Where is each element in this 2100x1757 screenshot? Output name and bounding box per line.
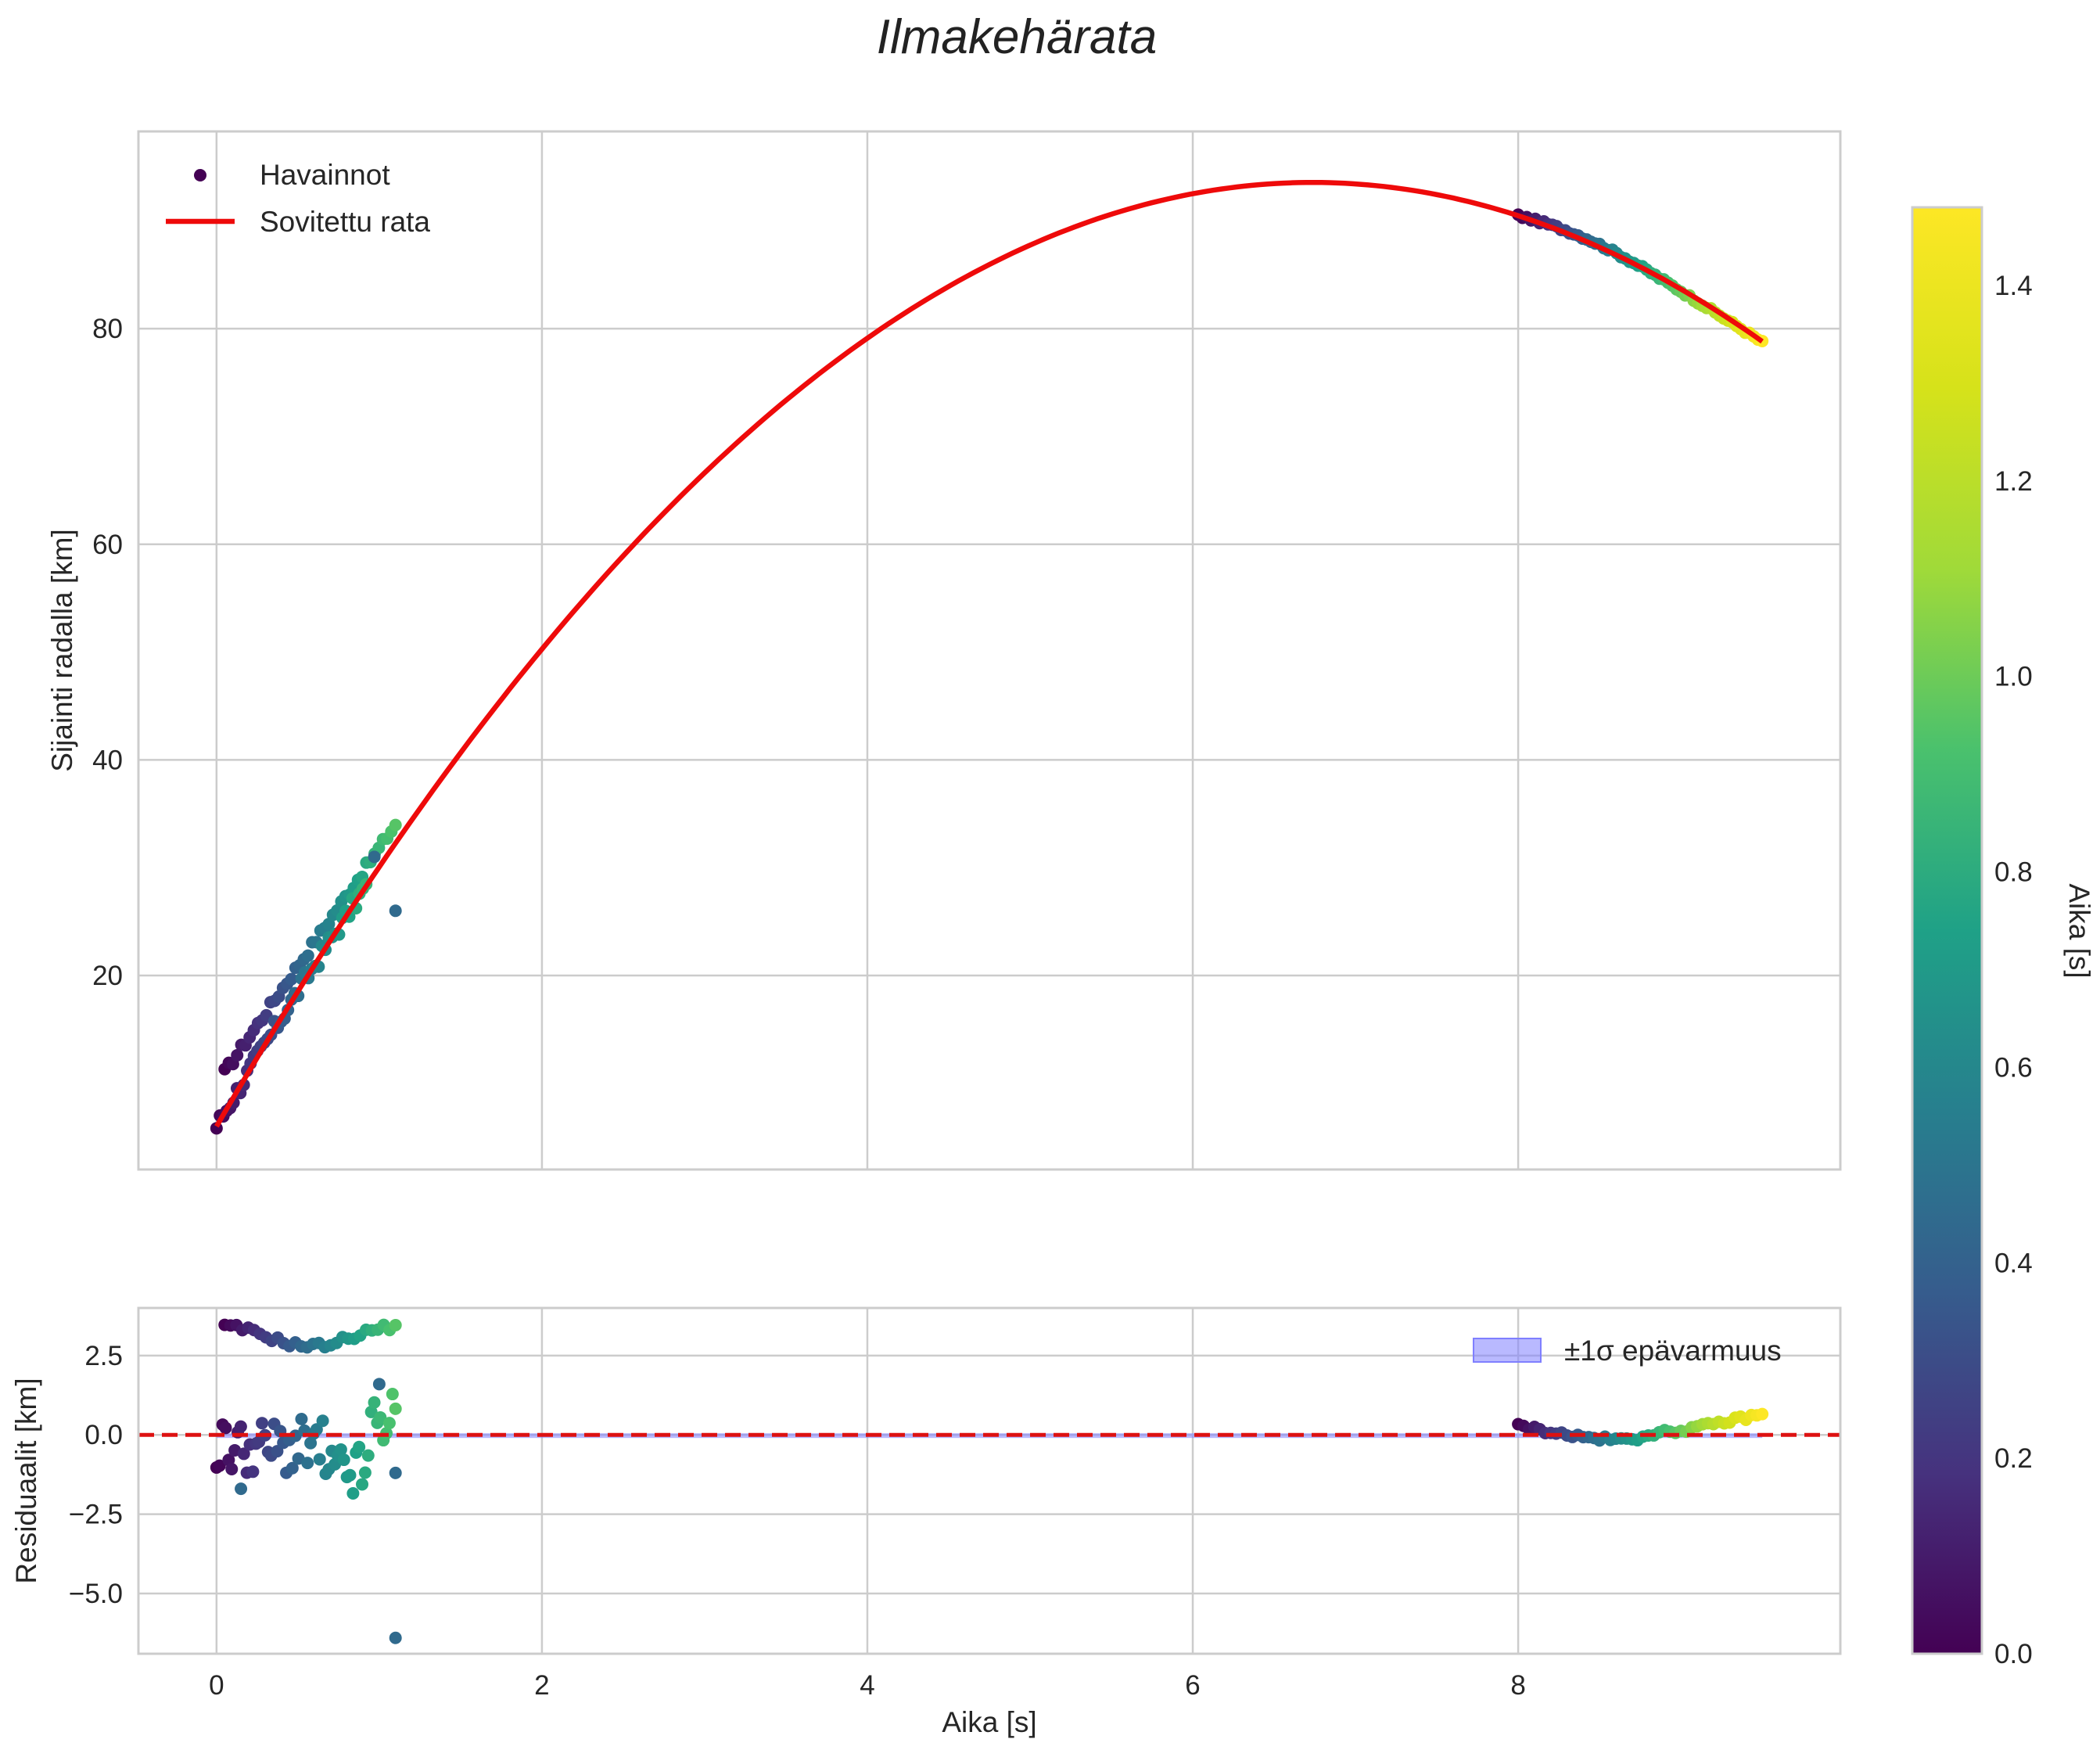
main-observation-points [210,208,1769,1135]
main-y-tick-label: 40 [92,745,123,775]
residual-y-tick-label: 0.0 [84,1420,123,1450]
colorbar-tick-label: 0.6 [1994,1052,2033,1083]
residual-point [389,1402,402,1415]
residual-x-tick-label: 8 [1510,1670,1525,1701]
residual-y-tick-label: 2.5 [84,1341,123,1371]
residual-x-tick-label: 4 [860,1670,874,1701]
residual-y-tick-label: −2.5 [69,1500,123,1530]
colorbar-label: Aika [s] [2063,883,2095,978]
main-y-tick-label: 80 [92,314,123,344]
legend-label-observations: Havainnot [260,159,390,191]
observation-point [231,1048,244,1062]
residual-y-tick-label: −5.0 [69,1579,123,1609]
residual-point [386,1388,399,1401]
residual-outlier-point [389,1631,402,1644]
main-plot-background [138,131,1840,1170]
residual-plot-panel: 0 2 4 6 8 2.5 0.0 −2.5 −5.0 Aika [s] Residuaalit [… [10,1306,1842,1738]
residual-point [304,1436,318,1450]
legend-label-band: ±1σ epävarmuus [1564,1335,1782,1367]
residual-point [353,1440,366,1453]
residual-point [364,1405,378,1418]
observation-point [389,818,402,832]
residual-point [358,1466,372,1479]
residual-x-tick-label: 6 [1185,1670,1200,1701]
observation-point [301,949,314,962]
figure-title: Ilmakehärata [877,10,1157,64]
residual-y-axis-label: Residuaalit [km] [10,1378,42,1583]
residual-x-tick-label: 0 [209,1670,224,1701]
residual-legend: ±1σ epävarmuus [1473,1335,1782,1367]
colorbar-tick-label: 1.0 [1994,662,2033,692]
colorbar-tick-label: 0.8 [1994,857,2033,888]
residual-x-tick-label: 2 [534,1670,549,1701]
colorbar-tick-label: 1.2 [1994,466,2033,497]
colorbar-tick-label: 0.0 [1994,1639,2033,1669]
residual-point [346,1487,360,1500]
residual-point [256,1417,269,1430]
main-axes-frame [137,130,1842,1171]
legend-label-fit: Sovitettu rata [260,206,430,238]
residual-point [1756,1407,1769,1421]
residual-outlier-point [235,1482,248,1496]
colorbar: 0.0 0.2 0.4 0.6 0.8 1.0 1.2 1.4 Aika [s] [1911,206,2095,1669]
residual-point [285,1461,299,1475]
fitted-trajectory-line [214,180,1764,1128]
residual-point [246,1465,260,1479]
residual-point [343,1468,357,1482]
main-y-axis-label: Sijainti radalla [km] [46,529,78,772]
colorbar-tick-label: 0.4 [1994,1248,2033,1278]
outlier-point [368,850,381,864]
residual-point [234,1420,247,1433]
outlier-point [389,904,402,918]
residual-point [213,1459,226,1472]
residual-outlier-point [389,1466,402,1479]
main-legend: Havainnot Sovitettu rata [166,159,430,238]
residual-point [316,1414,329,1428]
main-y-tick-label: 20 [92,961,123,991]
legend-marker-observations [194,169,206,181]
residual-point [334,1443,347,1456]
main-y-tick-label: 60 [92,530,123,560]
colorbar-tick-label: 1.4 [1994,271,2033,301]
residual-point [219,1421,232,1435]
legend-marker-band [1473,1338,1542,1363]
residual-point [295,1412,308,1425]
colorbar-gradient [1912,207,1982,1654]
residual-point [313,1453,326,1466]
residual-point [356,1478,369,1491]
residual-point [289,1429,302,1443]
main-plot-panel: 20 40 60 80 Sijainti radalla [km] Havainnot So… [46,130,1842,1171]
residual-point [374,1410,387,1424]
residual-point [237,1447,250,1461]
colorbar-frame [1911,206,1983,1655]
residual-axes-frame [137,1306,1842,1655]
colorbar-tick-label: 0.2 [1994,1443,2033,1474]
residual-point [389,1318,402,1331]
residual-point [301,1457,314,1470]
residual-point [225,1463,239,1476]
residual-point [361,1449,375,1462]
residual-point [337,1453,350,1467]
residual-outlier-point [372,1378,386,1391]
residual-point [368,1396,381,1409]
residual-point [382,1417,396,1430]
residual-plot-background [138,1308,1840,1654]
observation-point [285,972,298,986]
x-axis-label: Aika [s] [942,1706,1036,1738]
